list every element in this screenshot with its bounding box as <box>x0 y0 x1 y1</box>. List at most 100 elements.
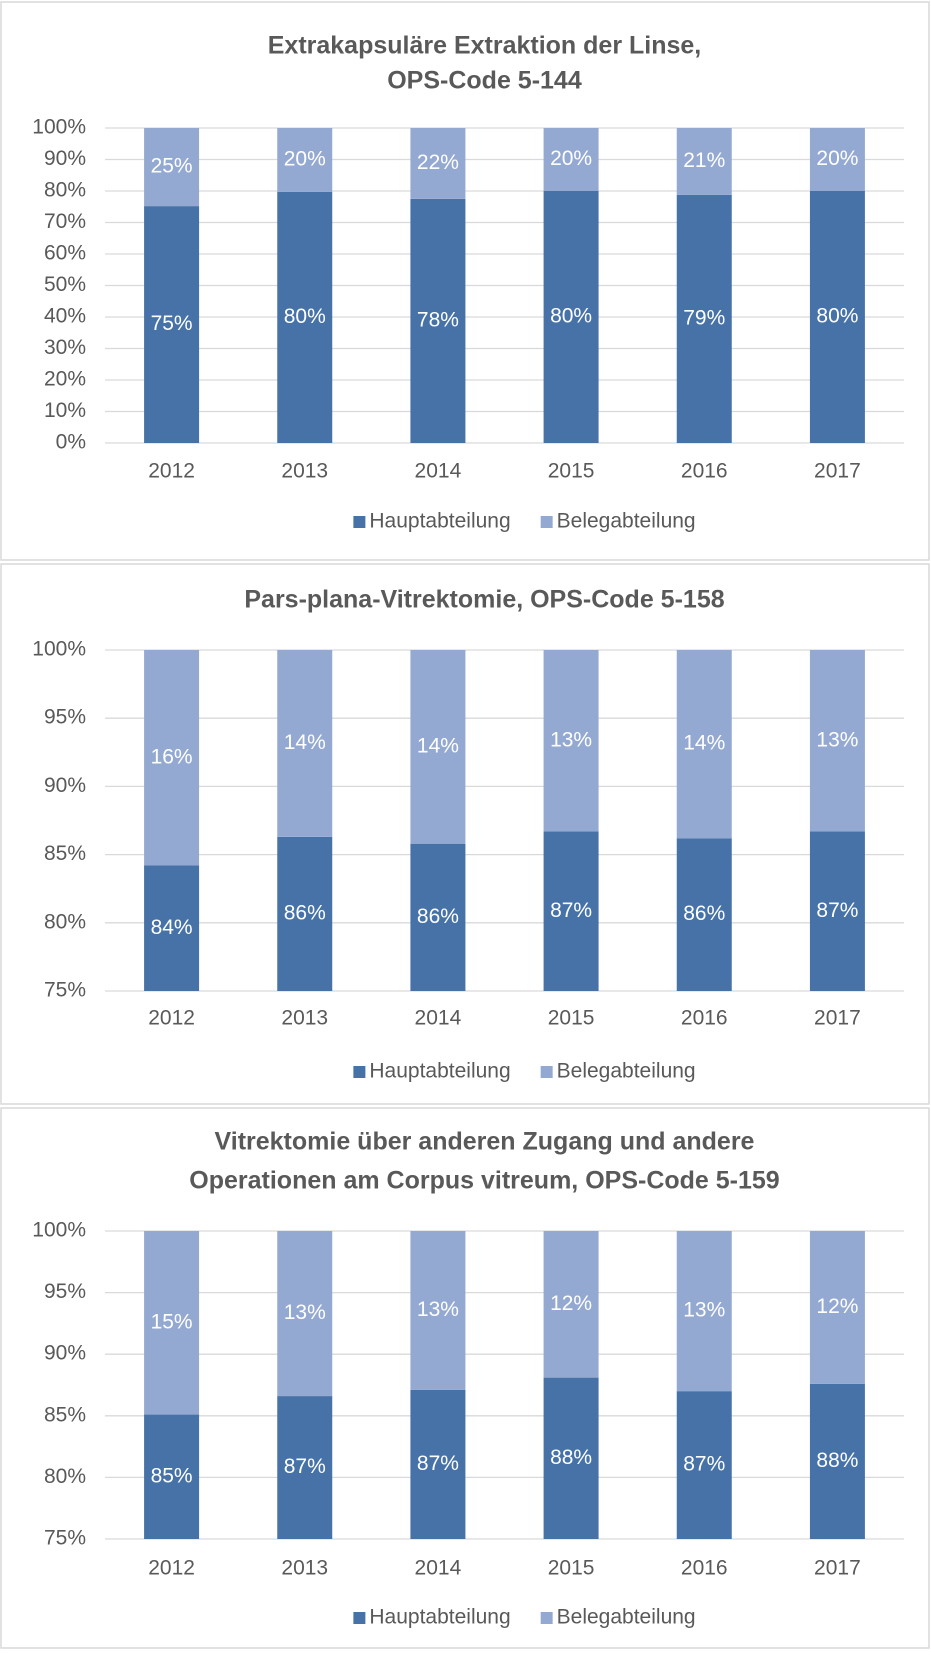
data-label: 85% <box>151 1464 193 1487</box>
legend-marker <box>540 516 553 528</box>
legend-label: Belegabteilung <box>557 1606 696 1629</box>
bar-segment <box>277 1231 333 1397</box>
bar-segment <box>543 1377 599 1539</box>
bar-segment <box>144 1231 200 1415</box>
bar-segment <box>144 1414 200 1539</box>
y-tick-label: 0% <box>56 431 86 454</box>
y-tick-label: 75% <box>44 979 86 1002</box>
data-label: 15% <box>151 1310 193 1333</box>
chart-title: OPS-Code 5-144 <box>387 67 582 95</box>
bar-segment <box>277 836 333 991</box>
y-tick-label: 20% <box>44 368 86 391</box>
legend-marker <box>353 1066 366 1078</box>
x-tick-label: 2016 <box>681 460 728 483</box>
bar-segment <box>410 198 466 443</box>
x-tick-label: 2017 <box>814 460 861 483</box>
data-label: 80% <box>816 305 858 328</box>
y-tick-label: 100% <box>32 1219 86 1242</box>
bar-segment <box>809 650 865 832</box>
legend-marker <box>353 516 366 528</box>
bar-segment <box>543 650 599 832</box>
data-label: 79% <box>683 306 725 329</box>
data-label: 14% <box>683 732 725 755</box>
x-tick-label: 2012 <box>148 460 195 483</box>
data-label: 16% <box>151 745 193 768</box>
data-label: 25% <box>151 155 193 178</box>
bar-segment <box>144 206 200 443</box>
data-label: 20% <box>550 147 592 170</box>
y-tick-label: 90% <box>44 1342 86 1365</box>
data-label: 87% <box>816 899 858 922</box>
data-label: 80% <box>550 305 592 328</box>
chart-title: Operationen am Corpus vitreum, OPS-Code … <box>189 1167 779 1195</box>
bar-segment <box>144 128 200 207</box>
data-label: 21% <box>683 149 725 172</box>
bar-segment <box>277 191 333 443</box>
data-label: 12% <box>550 1292 592 1315</box>
bar-segment <box>410 1389 466 1539</box>
y-tick-label: 85% <box>44 842 86 865</box>
y-tick-label: 80% <box>44 910 86 933</box>
x-tick-label: 2012 <box>148 1557 195 1580</box>
bar-segment <box>277 128 333 192</box>
bar-segment <box>543 128 599 191</box>
y-tick-label: 80% <box>44 1465 86 1488</box>
bar-segment <box>676 194 732 443</box>
legend-marker <box>540 1066 553 1078</box>
data-label: 14% <box>284 731 326 754</box>
y-tick-label: 75% <box>44 1527 86 1550</box>
y-tick-label: 50% <box>44 273 86 296</box>
chart-title: Extrakapsuläre Extraktion der Linse, <box>268 32 702 60</box>
bar-segment <box>410 128 466 199</box>
y-tick-label: 100% <box>32 638 86 661</box>
bar-segment <box>277 1396 333 1539</box>
legend-marker <box>540 1612 553 1624</box>
legend-label: Hauptabteilung <box>369 510 510 533</box>
bar-segment <box>676 128 732 195</box>
data-label: 75% <box>151 312 193 335</box>
x-tick-label: 2017 <box>814 1007 861 1030</box>
bar-segment <box>543 191 599 443</box>
data-label: 86% <box>284 901 326 924</box>
bar-segment <box>410 1231 466 1390</box>
data-label: 80% <box>284 305 326 328</box>
y-tick-label: 30% <box>44 336 86 359</box>
legend-label: Hauptabteilung <box>369 1606 510 1629</box>
x-tick-label: 2016 <box>681 1557 728 1580</box>
data-label: 14% <box>417 734 459 757</box>
bar-segment <box>676 838 732 991</box>
legend-label: Belegabteilung <box>557 1060 696 1083</box>
x-tick-label: 2013 <box>281 460 328 483</box>
y-tick-label: 80% <box>44 179 86 202</box>
data-label: 86% <box>417 905 459 928</box>
data-label: 78% <box>417 308 459 331</box>
bar-segment <box>809 128 865 191</box>
data-label: 13% <box>683 1299 725 1322</box>
x-tick-label: 2015 <box>548 1007 595 1030</box>
x-tick-label: 2015 <box>548 460 595 483</box>
data-label: 86% <box>683 902 725 925</box>
y-tick-label: 90% <box>44 147 86 170</box>
bar-segment <box>676 1231 732 1392</box>
data-label: 88% <box>816 1449 858 1472</box>
data-label: 87% <box>683 1453 725 1476</box>
data-label: 87% <box>550 899 592 922</box>
data-label: 22% <box>417 151 459 174</box>
chart-title: Vitrektomie über anderen Zugang und ande… <box>215 1128 755 1156</box>
bar-segment <box>809 191 865 443</box>
chart-title: Pars-plana-Vitrektomie, OPS-Code 5-158 <box>244 586 724 614</box>
x-tick-label: 2016 <box>681 1007 728 1030</box>
bar-segment <box>144 865 200 991</box>
data-label: 20% <box>284 148 326 171</box>
y-tick-label: 100% <box>32 116 86 139</box>
y-tick-label: 60% <box>44 242 86 265</box>
x-tick-label: 2014 <box>415 460 462 483</box>
data-label: 88% <box>550 1446 592 1469</box>
x-tick-label: 2012 <box>148 1007 195 1030</box>
bar-segment <box>410 650 466 844</box>
data-label: 13% <box>284 1301 326 1324</box>
x-tick-label: 2013 <box>281 1007 328 1030</box>
bar-segment <box>676 650 732 839</box>
